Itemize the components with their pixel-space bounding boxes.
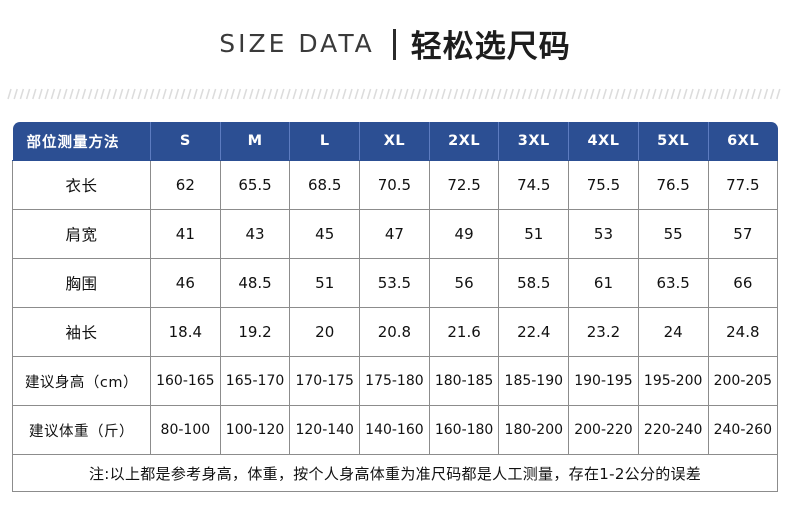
table-cell: 75.5 (568, 160, 639, 210)
table-cell: 180-200 (498, 405, 570, 455)
row-label: 建议身高（cm） (12, 356, 151, 406)
table-cell: 80-100 (150, 405, 221, 455)
table-cell: 68.5 (289, 160, 361, 210)
table-cell: 53 (568, 209, 639, 259)
table-cell: 100-120 (220, 405, 291, 455)
table-cell: 190-195 (568, 356, 639, 406)
table-cell: 51 (289, 258, 361, 308)
table-cell: 160-180 (429, 405, 500, 455)
table-cell: 55 (638, 209, 709, 259)
column-header-measurement: 部位测量方法 (12, 122, 151, 161)
table-cell: 120-140 (289, 405, 361, 455)
table-cell: 62 (150, 160, 221, 210)
table-cell: 140-160 (359, 405, 430, 455)
table-row: 衣长 62 65.5 68.5 70.5 72.5 74.5 75.5 76.5 77.5 (12, 160, 779, 210)
column-header-5xl: 5XL (638, 122, 709, 161)
table-footnote: 注:以上都是参考身高，体重，按个人身高体重为准尺码都是人工测量，存在1-2公分的… (11, 454, 779, 492)
row-label: 肩宽 (12, 209, 151, 259)
table-cell: 49 (429, 209, 500, 259)
column-header-m: M (220, 122, 291, 161)
table-cell: 57 (708, 209, 779, 259)
row-label: 胸围 (12, 258, 151, 308)
table-note-row: 注:以上都是参考身高，体重，按个人身高体重为准尺码都是人工测量，存在1-2公分的… (11, 454, 779, 492)
table-cell: 240-260 (708, 405, 779, 455)
table-cell: 220-240 (638, 405, 709, 455)
table-body: 衣长 62 65.5 68.5 70.5 72.5 74.5 75.5 76.5 77.5 肩宽 41… (11, 160, 779, 492)
column-header-s: S (150, 122, 221, 161)
table-cell: 24.8 (708, 307, 779, 357)
table-cell: 175-180 (359, 356, 430, 406)
table-row: 建议身高（cm） 160-165 165-170 170-175 175-180 180-… (12, 356, 779, 406)
table-cell: 45 (289, 209, 361, 259)
table-row: 袖长 18.4 19.2 20 20.8 21.6 22.4 23.2 24 24.8 (12, 307, 779, 357)
table-header: 部位测量方法 S M L XL 2XL 3XL 4XL 5XL 6XL (12, 122, 778, 161)
title-english: SIZE DATA (219, 28, 375, 58)
table-cell: 195-200 (638, 356, 709, 406)
table-cell: 200-205 (708, 356, 779, 406)
table-cell: 46 (150, 258, 221, 308)
page-title: SIZE DATA 轻松选尺码 (0, 0, 790, 86)
table-cell: 58.5 (498, 258, 570, 308)
table-cell: 185-190 (498, 356, 570, 406)
decorative-divider (6, 86, 784, 102)
column-header-3xl: 3XL (498, 122, 570, 161)
table-cell: 74.5 (498, 160, 570, 210)
table-cell: 200-220 (568, 405, 639, 455)
table-cell: 77.5 (708, 160, 779, 210)
table-cell: 61 (568, 258, 639, 308)
size-table: 部位测量方法 S M L XL 2XL 3XL 4XL 5XL 6XL 衣长 62… (11, 122, 779, 492)
table-cell: 48.5 (220, 258, 291, 308)
table-cell: 41 (150, 209, 221, 259)
table-cell: 53.5 (359, 258, 430, 308)
table-cell: 160-165 (150, 356, 221, 406)
row-label: 建议体重（斤） (12, 405, 151, 455)
table-cell: 18.4 (150, 307, 221, 357)
table-cell: 70.5 (359, 160, 430, 210)
table-cell: 23.2 (568, 307, 639, 357)
column-header-4xl: 4XL (568, 122, 639, 161)
row-label: 袖长 (12, 307, 151, 357)
table-row: 肩宽 41 43 45 47 49 51 53 55 57 (12, 209, 779, 259)
table-row: 建议体重（斤） 80-100 100-120 120-140 140-160 160-18… (12, 405, 779, 455)
table-cell: 170-175 (289, 356, 361, 406)
table-cell: 20 (289, 307, 361, 357)
table-cell: 66 (708, 258, 779, 308)
table-cell: 22.4 (498, 307, 570, 357)
table-cell: 51 (498, 209, 570, 259)
table-cell: 19.2 (220, 307, 291, 357)
table-cell: 76.5 (638, 160, 709, 210)
table-cell: 24 (638, 307, 709, 357)
table-cell: 43 (220, 209, 291, 259)
title-chinese: 轻松选尺码 (410, 28, 571, 65)
table-header-row: 部位测量方法 S M L XL 2XL 3XL 4XL 5XL 6XL (12, 122, 778, 161)
table-cell: 21.6 (429, 307, 500, 357)
table-cell: 47 (359, 209, 430, 259)
title-separator (392, 28, 396, 60)
column-header-6xl: 6XL (708, 122, 778, 161)
table-cell: 56 (429, 258, 500, 308)
row-label: 衣长 (12, 160, 151, 210)
table-cell: 165-170 (220, 356, 291, 406)
table-cell: 180-185 (429, 356, 500, 406)
column-header-l: L (289, 122, 361, 161)
table-cell: 63.5 (638, 258, 709, 308)
table-row: 胸围 46 48.5 51 53.5 56 58.5 61 63.5 66 (12, 258, 779, 308)
table-cell: 65.5 (220, 160, 291, 210)
table-cell: 72.5 (429, 160, 500, 210)
size-table-container: 部位测量方法 S M L XL 2XL 3XL 4XL 5XL 6XL 衣长 62… (11, 122, 779, 492)
table-cell: 20.8 (359, 307, 430, 357)
column-header-xl: XL (359, 122, 430, 161)
divider-ticks-icon (7, 88, 781, 100)
column-header-2xl: 2XL (429, 122, 500, 161)
